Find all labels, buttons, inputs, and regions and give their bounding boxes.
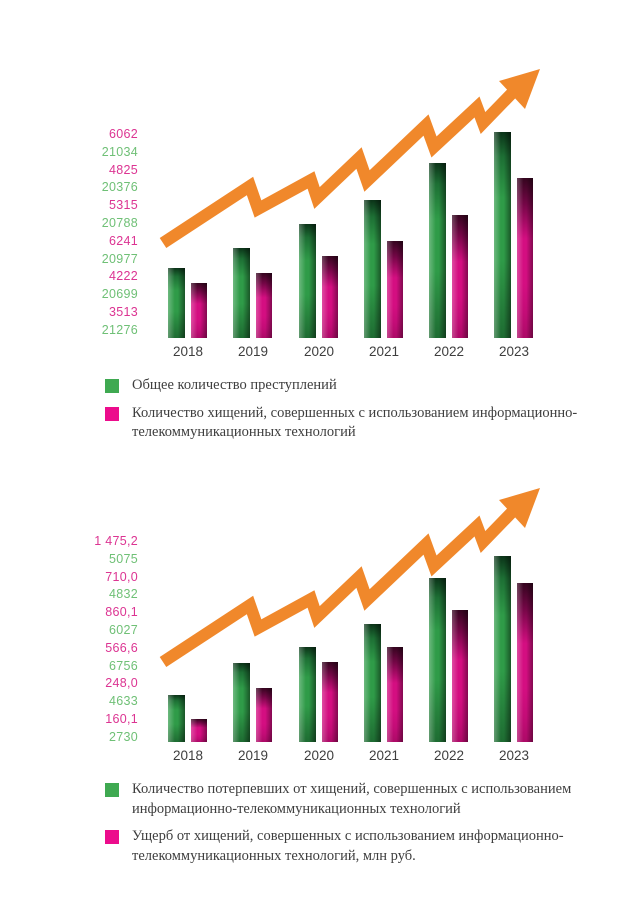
year-label: 2023	[498, 344, 530, 359]
legend-swatch	[105, 379, 119, 393]
value-label-column: 6062 21034 4825 20376 5315 20788 6241 20977 4222…	[0, 126, 138, 340]
value-label: 21276	[101, 322, 138, 337]
value-label: 4832	[108, 587, 138, 602]
value-label: 6241	[108, 233, 138, 248]
chart-total-crimes-vs-it-thefts: 6062 21034 4825 20376 5315 20788 6241 20977 4222…	[0, 62, 641, 362]
bar-magenta	[191, 719, 207, 742]
legend-line: Общее количество преступлений	[132, 377, 337, 393]
year-label: 2020	[303, 344, 335, 359]
year-label: 2018	[172, 344, 204, 359]
value-label: 710,0	[105, 569, 138, 584]
legend-line: Ущерб от хищений, совершенных с использо…	[132, 828, 564, 844]
legend-swatch	[105, 783, 119, 797]
value-label: 6062	[108, 127, 138, 141]
bar-green	[168, 268, 185, 338]
year-label: 2020	[303, 748, 335, 763]
value-label: 3513	[108, 304, 138, 319]
legend-chart-1: Общее количество преступлений Количество …	[105, 376, 585, 451]
legend-swatch	[105, 830, 119, 844]
value-label: 160,1	[105, 711, 138, 726]
legend-text: Общее количество преступлений	[132, 376, 337, 396]
year-label: 2023	[498, 748, 530, 763]
bar-magenta	[256, 688, 272, 742]
legend-line: Количество потерпевших от хищений, совер…	[132, 781, 572, 797]
legend-item: Ущерб от хищений, совершенных с использо…	[105, 827, 585, 866]
value-label: 860,1	[105, 605, 138, 620]
value-label-column: 1 475,2 5075 710,0 4832 860,1 6027 566,6 6756 24…	[0, 533, 138, 747]
year-label: 2019	[237, 344, 269, 359]
value-label: 248,0	[105, 676, 138, 691]
value-label: 20699	[101, 287, 138, 302]
trend-arrow-icon	[159, 488, 540, 668]
legend-chart-2: Количество потерпевших от хищений, совер…	[105, 780, 585, 874]
bar-magenta	[191, 283, 207, 338]
legend-text: Количество хищений, совершенных с исполь…	[132, 404, 577, 443]
value-label: 4825	[108, 162, 138, 177]
legend-line: телекоммуникационных технологий	[132, 424, 356, 440]
value-label: 6027	[108, 622, 138, 637]
year-label: 2018	[172, 748, 204, 763]
value-label: 4222	[108, 269, 138, 284]
value-label: 1 475,2	[94, 534, 138, 548]
bar-magenta	[256, 273, 272, 338]
value-label: 5315	[108, 198, 138, 213]
year-label: 2021	[368, 748, 400, 763]
legend-text: Ущерб от хищений, совершенных с использо…	[132, 827, 564, 866]
year-label: 2019	[237, 748, 269, 763]
value-label: 21034	[101, 144, 138, 159]
value-label: 20788	[101, 215, 138, 230]
legend-swatch	[105, 406, 119, 421]
value-label: 2730	[108, 729, 138, 744]
value-label: 5075	[108, 551, 138, 566]
value-label: 20376	[101, 180, 138, 195]
value-label: 20977	[101, 251, 138, 266]
bar-green	[168, 695, 185, 742]
year-label: 2021	[368, 344, 400, 359]
legend-line: Количество хищений, совершенных с исполь…	[132, 404, 578, 421]
value-label: 4633	[108, 694, 138, 709]
year-label: 2022	[433, 748, 465, 763]
chart-victims-vs-damage: 1 475,2 5075 710,0 4832 860,1 6027 566,6 6756 24…	[0, 466, 641, 766]
legend-item: Количество хищений, совершенных с исполь…	[105, 404, 585, 443]
legend-line: телекоммуникационных технологий, млн руб…	[132, 847, 416, 864]
legend-line: информационно-телекоммуникационных техно…	[132, 800, 461, 817]
year-label: 2022	[433, 344, 465, 359]
trend-arrow-icon	[159, 69, 540, 249]
legend-text: Количество потерпевших от хищений, совер…	[132, 780, 571, 819]
value-label: 6756	[108, 658, 138, 673]
legend-item: Общее количество преступлений	[105, 376, 585, 396]
legend-item: Количество потерпевших от хищений, совер…	[105, 780, 585, 819]
value-label: 566,6	[105, 640, 138, 655]
bar-magenta	[322, 256, 338, 338]
